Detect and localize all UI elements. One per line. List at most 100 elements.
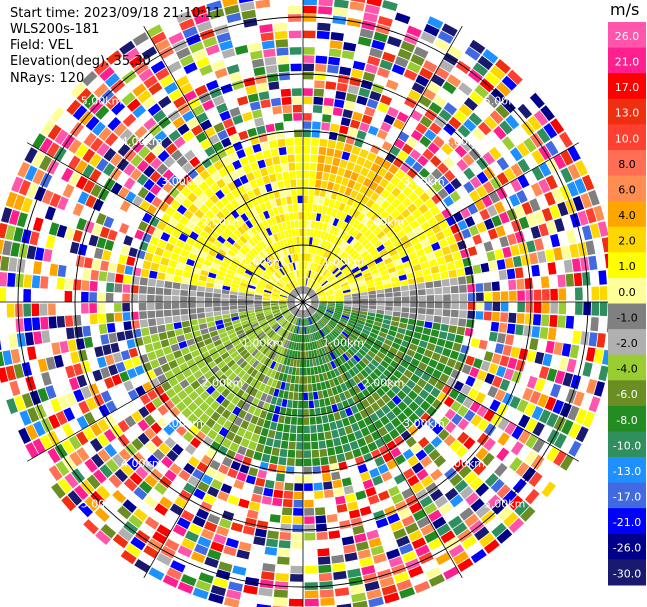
range-gate-cell [188, 203, 199, 214]
range-gate-cell [293, 121, 302, 129]
range-gate-cell [365, 319, 374, 325]
range-gate-cell [230, 199, 240, 209]
range-gate-cell [116, 331, 126, 342]
range-gate-cell [296, 270, 299, 278]
range-gate-cell [364, 322, 373, 328]
range-gate-cell [444, 183, 456, 195]
range-gate-cell [299, 269, 302, 278]
range-gate-cell [263, 271, 271, 278]
range-gate-cell [179, 450, 192, 462]
range-gate-cell [321, 280, 328, 287]
range-gate-cell [459, 507, 474, 521]
range-gate-cell [72, 291, 81, 302]
range-gate-cell [207, 513, 221, 525]
range-gate-cell [313, 314, 319, 321]
range-gate-cell [115, 273, 124, 283]
range-gate-cell [350, 312, 359, 317]
range-gate-cell [72, 229, 83, 243]
range-gate-cell [289, 383, 295, 392]
range-gate-cell [73, 485, 89, 501]
range-gate-cell [480, 231, 491, 243]
range-gate-cell [280, 257, 286, 266]
range-gate-cell [16, 258, 26, 273]
range-gate-cell [179, 362, 189, 372]
range-gate-cell [341, 342, 350, 351]
range-gate-cell [294, 483, 303, 491]
range-gate-cell [550, 302, 558, 314]
range-gate-cell [315, 312, 322, 318]
range-gate-cell [392, 20, 408, 32]
range-ring [131, 130, 475, 474]
range-gate-cell [468, 148, 481, 161]
range-gate-cell [344, 340, 352, 348]
range-gate-cell [318, 266, 323, 274]
range-gate-cell [451, 67, 466, 81]
range-gate-cell [368, 125, 379, 136]
range-gate-cell [270, 396, 278, 405]
range-gate-cell [75, 338, 86, 350]
range-gate-cell [402, 197, 413, 208]
range-gate-cell [265, 538, 278, 548]
range-gate-cell [274, 405, 281, 415]
range-gate-cell [336, 219, 344, 229]
range-gate-cell [310, 333, 314, 342]
range-gate-cell [85, 397, 98, 411]
range-gate-cell [160, 232, 171, 242]
range-gate-cell [130, 536, 146, 551]
range-gate-cell [144, 516, 160, 530]
range-gate-cell [181, 186, 192, 198]
range-gate-cell [314, 313, 321, 319]
range-gate-cell [392, 118, 405, 130]
range-gate-cell [401, 487, 414, 500]
range-gate-cell [320, 456, 329, 466]
range-gate-cell [275, 198, 282, 207]
range-gate-cell [414, 395, 425, 406]
range-gate-cell [446, 74, 462, 88]
range-gate-cell [136, 345, 147, 356]
range-gate-cell [376, 129, 388, 140]
range-gate-cell [399, 374, 410, 384]
range-gate-cell [472, 127, 486, 141]
range-gate-cell [70, 187, 82, 202]
range-gate-cell [299, 286, 302, 294]
range-gate-cell [233, 434, 243, 445]
range-gate-cell [309, 416, 316, 425]
range-gate-cell [290, 263, 295, 271]
range-gate-cell [215, 279, 224, 285]
range-gate-cell [422, 148, 435, 161]
range-gate-cell [336, 238, 343, 247]
range-gate-cell [245, 375, 254, 385]
range-gate-cell [283, 490, 294, 499]
range-gate-cell [455, 392, 467, 404]
range-gate-cell [295, 367, 300, 376]
range-gate-cell [81, 280, 90, 291]
range-gate-cell [402, 124, 414, 136]
range-gate-cell [260, 141, 270, 151]
range-gate-cell [448, 203, 459, 215]
range-gate-cell [118, 406, 130, 419]
range-gate-cell [333, 368, 341, 377]
range-gate-cell [105, 292, 114, 302]
range-gate-cell [496, 528, 513, 544]
range-gate-cell [416, 516, 431, 529]
colorbar-swatch [608, 405, 646, 432]
range-gate-cell [229, 133, 240, 144]
range-gate-cell [85, 245, 96, 258]
range-gate-cell [308, 270, 312, 279]
range-gate-cell [196, 151, 208, 162]
range-gate-cell [317, 22, 331, 32]
range-gate-cell [284, 365, 290, 374]
range-gate-cell [310, 295, 318, 299]
range-gate-cell [577, 345, 588, 361]
range-gate-cell [221, 289, 230, 295]
range-gate-cell [472, 234, 483, 245]
range-gate-cell [311, 271, 316, 280]
range-gate-cell [424, 108, 438, 121]
range-gate-cell [291, 541, 303, 549]
range-gate-cell [292, 333, 297, 342]
range-gate-cell [290, 425, 297, 433]
range-gate-cell [347, 568, 362, 578]
colorbar-tick-label: 6.0 [618, 184, 636, 197]
range-gate-cell [150, 468, 163, 481]
range-gate-cell [276, 423, 284, 432]
